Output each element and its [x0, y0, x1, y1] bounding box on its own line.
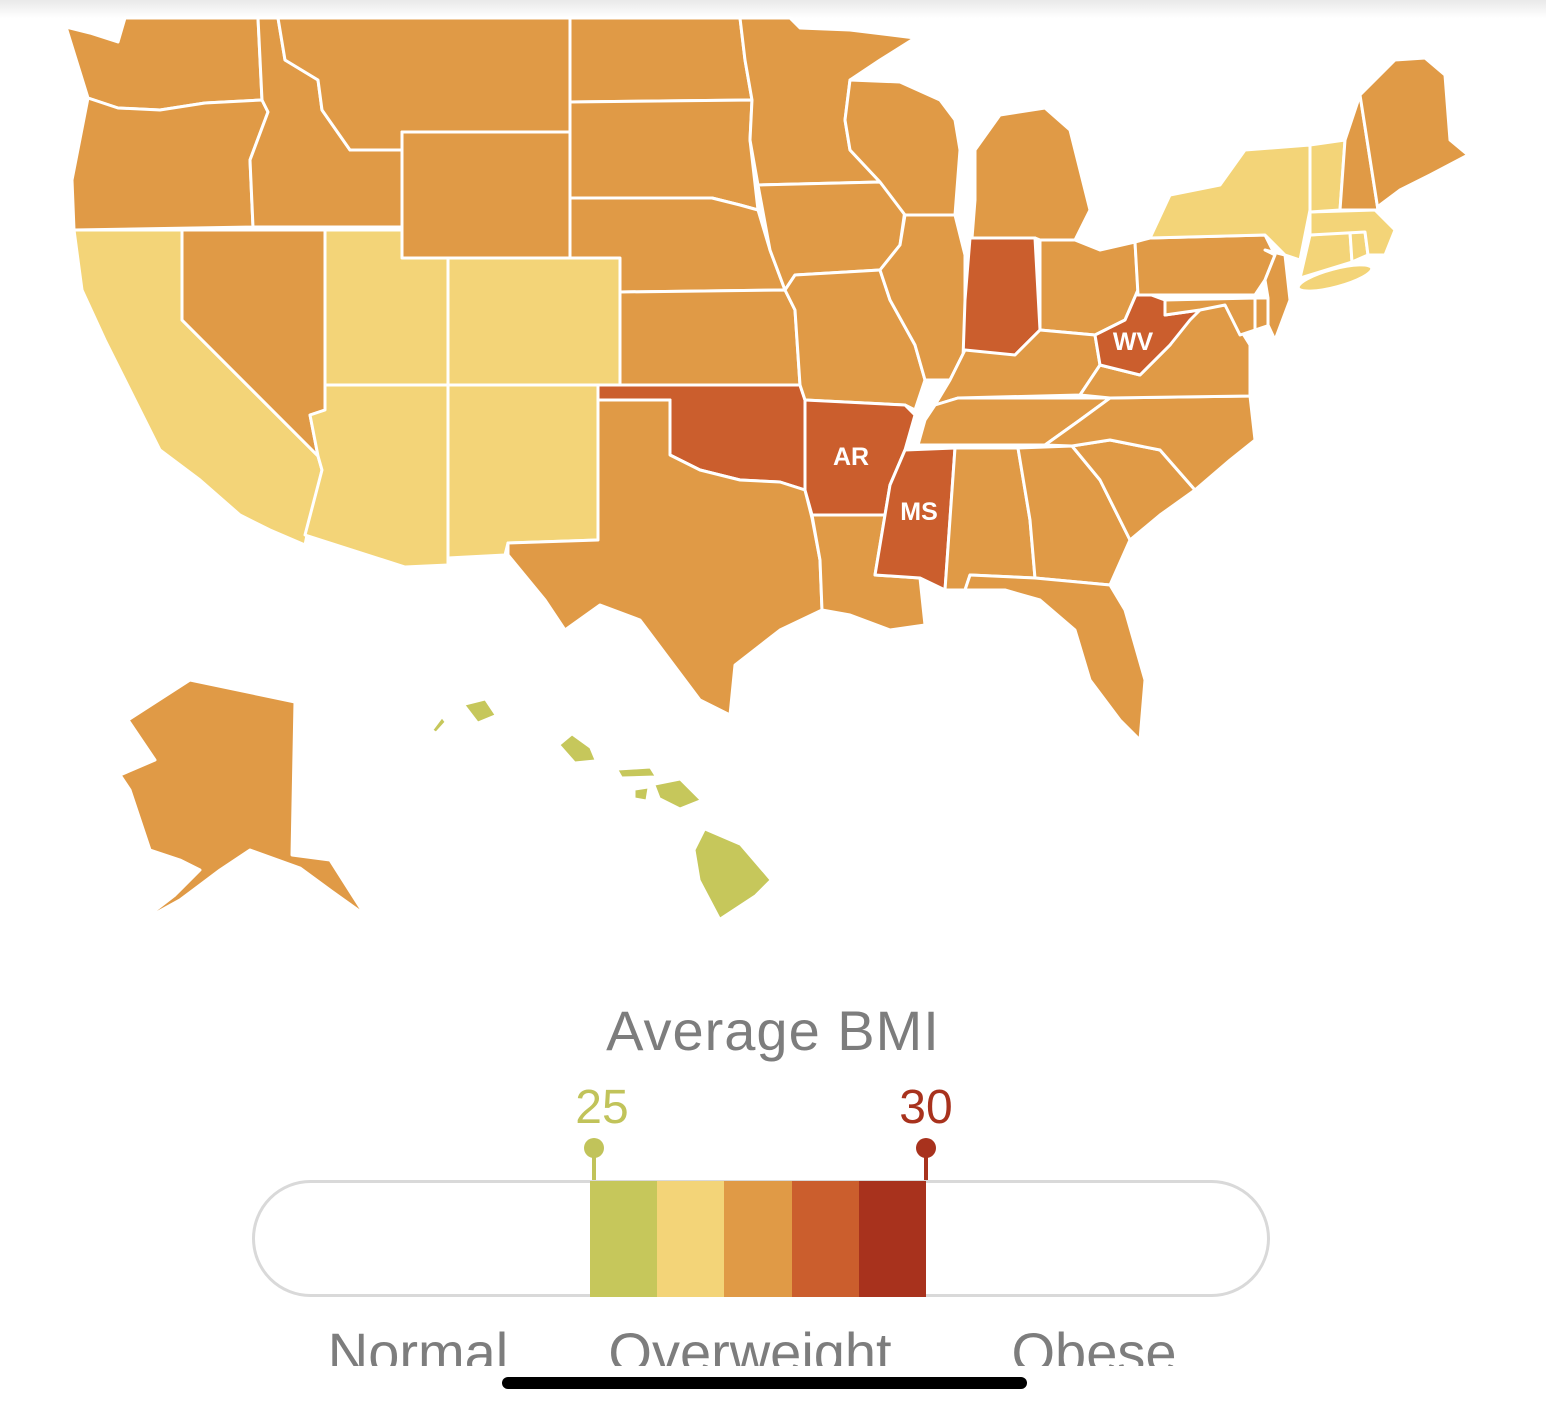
state-massachusetts[interactable] — [1308, 208, 1397, 257]
state-south-dakota[interactable] — [568, 98, 760, 212]
state-labels: AR MS WV — [833, 328, 1154, 526]
state-colorado[interactable] — [446, 256, 622, 387]
state-hawaii-molokai[interactable] — [617, 767, 656, 778]
state-hawaii-oahu[interactable] — [559, 734, 596, 763]
state-alaska[interactable] — [118, 678, 367, 924]
state-hawaii-niihau[interactable] — [432, 717, 446, 733]
bmi-band-5 — [858, 1181, 926, 1297]
state-florida[interactable] — [963, 573, 1147, 742]
state-missouri[interactable] — [783, 268, 927, 412]
state-new-jersey[interactable] — [1263, 248, 1292, 342]
state-oregon[interactable] — [70, 96, 270, 232]
state-north-carolina[interactable] — [1043, 394, 1257, 492]
state-michigan[interactable] — [970, 106, 1092, 242]
legend-tick-dot-30 — [916, 1138, 936, 1158]
legend-tick-pin-25 — [592, 1152, 596, 1180]
us-bmi-choropleth-map: AR MS WV — [64, 16, 1470, 924]
bmi-band-4 — [791, 1181, 859, 1297]
state-pennsylvania[interactable] — [1133, 233, 1277, 297]
state-washington[interactable] — [64, 16, 264, 112]
state-label-ms: MS — [900, 498, 938, 526]
bmi-band-1 — [590, 1181, 658, 1297]
home-indicator[interactable] — [502, 1377, 1027, 1389]
state-maine[interactable] — [1358, 56, 1470, 212]
legend-tick-pin-30 — [924, 1152, 928, 1180]
legend-tick-label-25: 25 — [575, 1081, 629, 1134]
legend-title: Average BMI — [606, 999, 940, 1062]
state-hawaii-kauai[interactable] — [464, 699, 496, 723]
top-edge-shadow — [0, 0, 1546, 18]
legend-tick-dot-25 — [584, 1138, 604, 1158]
state-illinois[interactable] — [878, 213, 967, 382]
state-arizona[interactable] — [303, 383, 450, 569]
bmi-band-2 — [657, 1181, 725, 1297]
hawaii-islands — [432, 699, 771, 919]
state-kansas[interactable] — [618, 288, 802, 387]
state-label-ar: AR — [833, 443, 869, 471]
state-long-island[interactable] — [1296, 259, 1374, 296]
state-north-dakota[interactable] — [568, 16, 754, 104]
state-label-wv: WV — [1113, 328, 1154, 356]
state-hawaii-big-island[interactable] — [694, 829, 771, 919]
state-texas[interactable] — [506, 398, 824, 717]
bmi-band-3 — [724, 1181, 792, 1297]
state-wyoming[interactable] — [400, 130, 572, 260]
legend-tick-label-30: 30 — [899, 1081, 953, 1134]
state-new-mexico[interactable] — [446, 383, 600, 560]
state-hawaii-lanai[interactable] — [634, 787, 649, 801]
state-hawaii-maui[interactable] — [654, 779, 701, 809]
